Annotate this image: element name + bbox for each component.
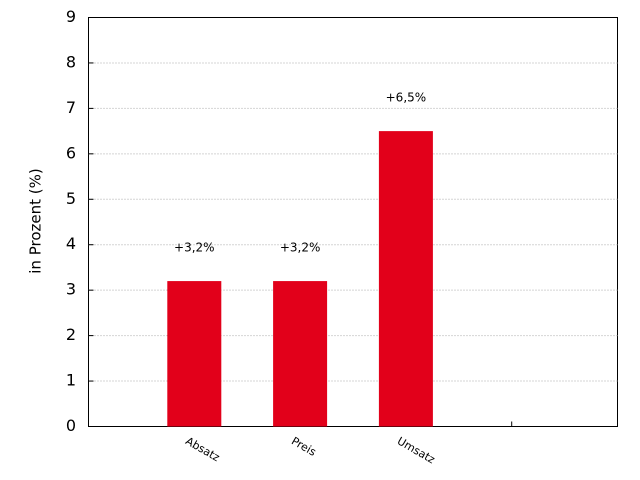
bar	[273, 281, 328, 427]
value-label: +3,2%	[174, 241, 215, 255]
y-tick-label: 5	[66, 189, 76, 208]
plot-frame	[88, 17, 618, 427]
y-tick-label: 7	[66, 98, 76, 117]
y-tick-label: 9	[66, 7, 76, 26]
y-axis-label: in Prozent (%)	[27, 168, 45, 273]
y-tick-label: 8	[66, 52, 76, 71]
x-tick-label: Preis	[289, 434, 318, 459]
y-tick-label: 4	[66, 234, 76, 253]
value-label: +6,5%	[386, 91, 427, 105]
x-tick-label: Umsatz	[395, 434, 437, 466]
bar	[378, 131, 433, 427]
bar	[167, 281, 222, 427]
y-tick-label: 3	[66, 280, 76, 299]
y-tick-label: 6	[66, 143, 76, 162]
value-label: +3,2%	[280, 241, 321, 255]
x-tick-label: Absatz	[183, 434, 222, 464]
y-tick-label: 1	[66, 371, 76, 390]
y-tick-label: 2	[66, 325, 76, 344]
y-tick-label: 0	[66, 416, 76, 435]
